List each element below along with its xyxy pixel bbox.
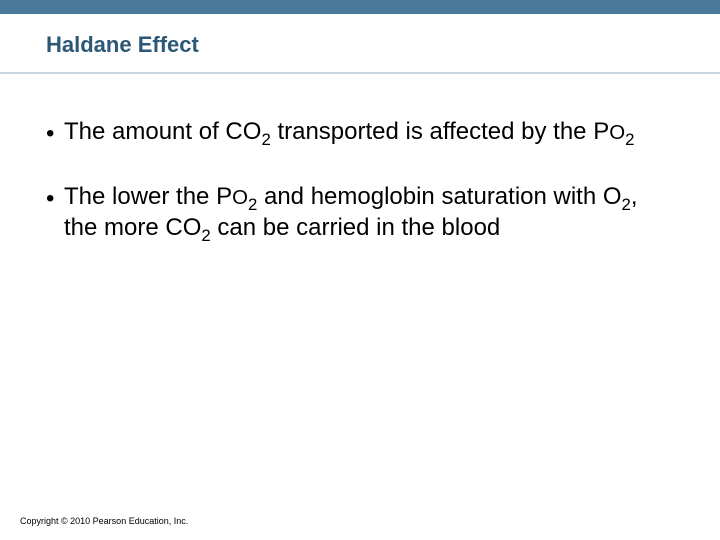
bullet-dot: • [46,181,64,214]
bullet-dot: • [46,116,64,149]
title-area: Haldane Effect [0,14,720,58]
bullet-item: • The amount of CO2 transported is affec… [46,116,664,149]
copyright-text: Copyright © 2010 Pearson Education, Inc. [20,516,188,526]
top-accent-bar [0,0,720,14]
bullet-item: • The lower the PO2 and hemoglobin satur… [46,181,664,243]
bullet-text: The amount of CO2 transported is affecte… [64,116,664,147]
content-area: • The amount of CO2 transported is affec… [0,74,720,244]
bullet-text: The lower the PO2 and hemoglobin saturat… [64,181,664,243]
slide-title: Haldane Effect [46,32,720,58]
